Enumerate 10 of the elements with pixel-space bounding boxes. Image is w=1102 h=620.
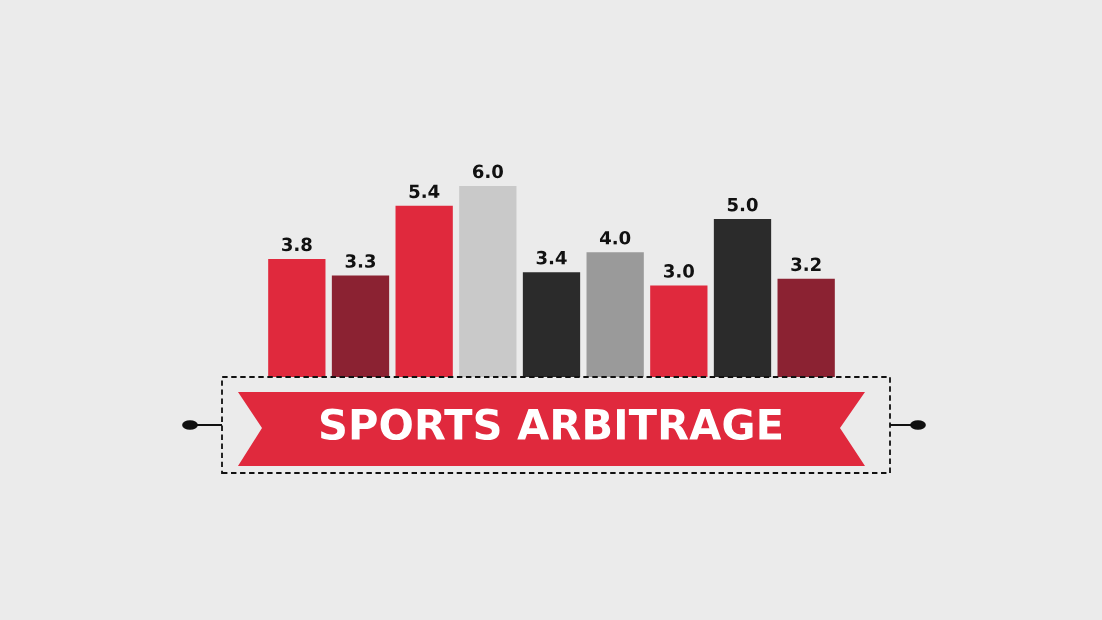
data-label: 3.8 (282, 237, 312, 252)
data-label: 3.4 (536, 250, 567, 265)
data-label: 3.2 (791, 257, 821, 272)
data-label: 4.0 (599, 230, 631, 245)
data-label: 3.3 (345, 254, 376, 268)
data-label: 3.0 (664, 264, 694, 278)
text: SPORTS ARBITRAGE (320, 408, 782, 441)
data-label: 5.4 (409, 184, 440, 199)
data-label: 6.0 (472, 164, 503, 179)
data-label: 5.0 (727, 197, 758, 212)
